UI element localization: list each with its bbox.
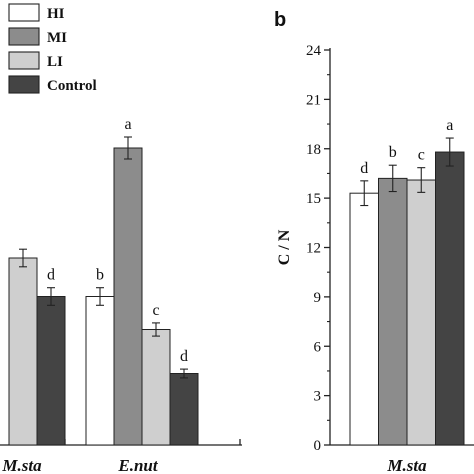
- panel-letter: b: [274, 9, 286, 31]
- bar: [349, 192, 379, 446]
- bar: [435, 151, 465, 446]
- significance-letter: c: [152, 302, 159, 319]
- bar: [406, 179, 436, 446]
- bar: [85, 296, 115, 446]
- y-tick-label: 3: [314, 389, 322, 405]
- panel-b-chart: b 0 3 6 9 12 15 18 21 24 C / N d b c a M.sta: [274, 9, 474, 474]
- significance-letter: b: [96, 267, 104, 284]
- bar: [8, 257, 38, 446]
- bar: [36, 296, 66, 446]
- y-tick-label: 18: [306, 142, 321, 158]
- x-tick-label: E.nut: [117, 456, 158, 474]
- significance-letter: a: [446, 117, 453, 134]
- significance-letter: d: [47, 267, 55, 284]
- panel-a-chart: d M.sta b a c d E.nut: [0, 116, 242, 474]
- legend: HI MI LI Control: [8, 3, 97, 94]
- legend-label: HI: [47, 6, 65, 22]
- legend-label: MI: [47, 30, 67, 46]
- y-tick-label: 15: [306, 191, 321, 207]
- y-axis-label: C / N: [276, 229, 293, 265]
- y-tick-label: 24: [306, 43, 322, 59]
- bar: [378, 177, 408, 446]
- significance-letter: a: [124, 116, 131, 133]
- legend-label: Control: [47, 78, 97, 94]
- bar: [141, 329, 171, 446]
- x-tick-label: M.sta: [386, 456, 427, 474]
- y-tick-label: 12: [306, 241, 321, 257]
- y-tick-label: 21: [306, 92, 321, 108]
- bar: [113, 147, 143, 446]
- legend-swatch: [8, 27, 40, 46]
- legend-label: LI: [47, 54, 63, 70]
- significance-letter: d: [360, 160, 368, 177]
- legend-swatch: [8, 51, 40, 70]
- bar: [169, 373, 199, 446]
- significance-letter: c: [418, 147, 425, 164]
- legend-swatch: [8, 3, 40, 22]
- y-tick-label: 6: [314, 339, 322, 355]
- legend-swatch: [8, 75, 40, 94]
- y-tick-label: 9: [314, 290, 322, 306]
- significance-letter: d: [180, 348, 188, 365]
- x-tick-label: M.sta: [1, 456, 42, 474]
- y-tick-label: 0: [314, 438, 322, 454]
- significance-letter: b: [389, 144, 397, 161]
